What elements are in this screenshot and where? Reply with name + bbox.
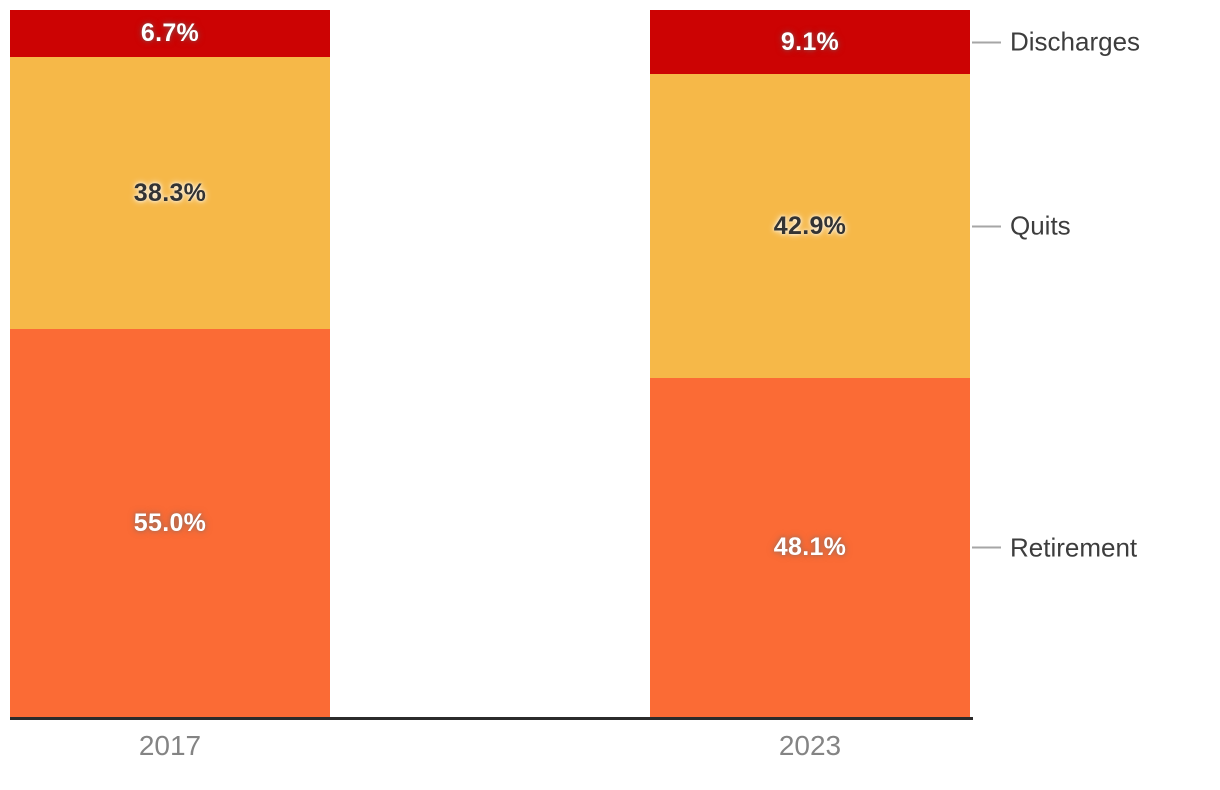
legend-item-discharges: Discharges [972,27,1140,58]
value-label-retirement-2023: 48.1% [773,533,847,562]
value-label-discharges-2023: 9.1% [780,27,840,56]
legend-item-quits: Quits [972,211,1071,242]
legend-label-discharges: Discharges [1010,26,1141,57]
legend-connector-line [972,41,1001,44]
x-axis-label-2023: 2023 [778,730,842,761]
x-axis-line [10,717,973,720]
value-label-discharges-2017: 6.7% [140,19,200,48]
x-axis-label-2017: 2017 [138,730,202,761]
segment-discharges-2023: 9.1% [650,10,970,75]
legend-connector-line [972,225,1001,228]
segment-discharges-2017: 6.7% [10,10,330,58]
bar-2017: 6.7% 38.3% 55.0% [10,10,330,718]
bar-2023: 9.1% 42.9% 48.1% [650,10,970,718]
segment-retirement-2017: 55.0% [10,328,330,718]
value-label-quits-2023: 42.9% [773,211,847,240]
value-label-quits-2017: 38.3% [133,178,207,207]
segment-quits-2023: 42.9% [650,74,970,378]
legend-item-retirement: Retirement [972,532,1137,563]
value-label-retirement-2017: 55.0% [133,508,207,537]
legend-connector-line [972,546,1001,549]
segment-quits-2017: 38.3% [10,57,330,329]
legend-label-retirement: Retirement [1010,532,1138,563]
segment-retirement-2023: 48.1% [650,377,970,718]
legend-label-quits: Quits [1010,210,1071,241]
